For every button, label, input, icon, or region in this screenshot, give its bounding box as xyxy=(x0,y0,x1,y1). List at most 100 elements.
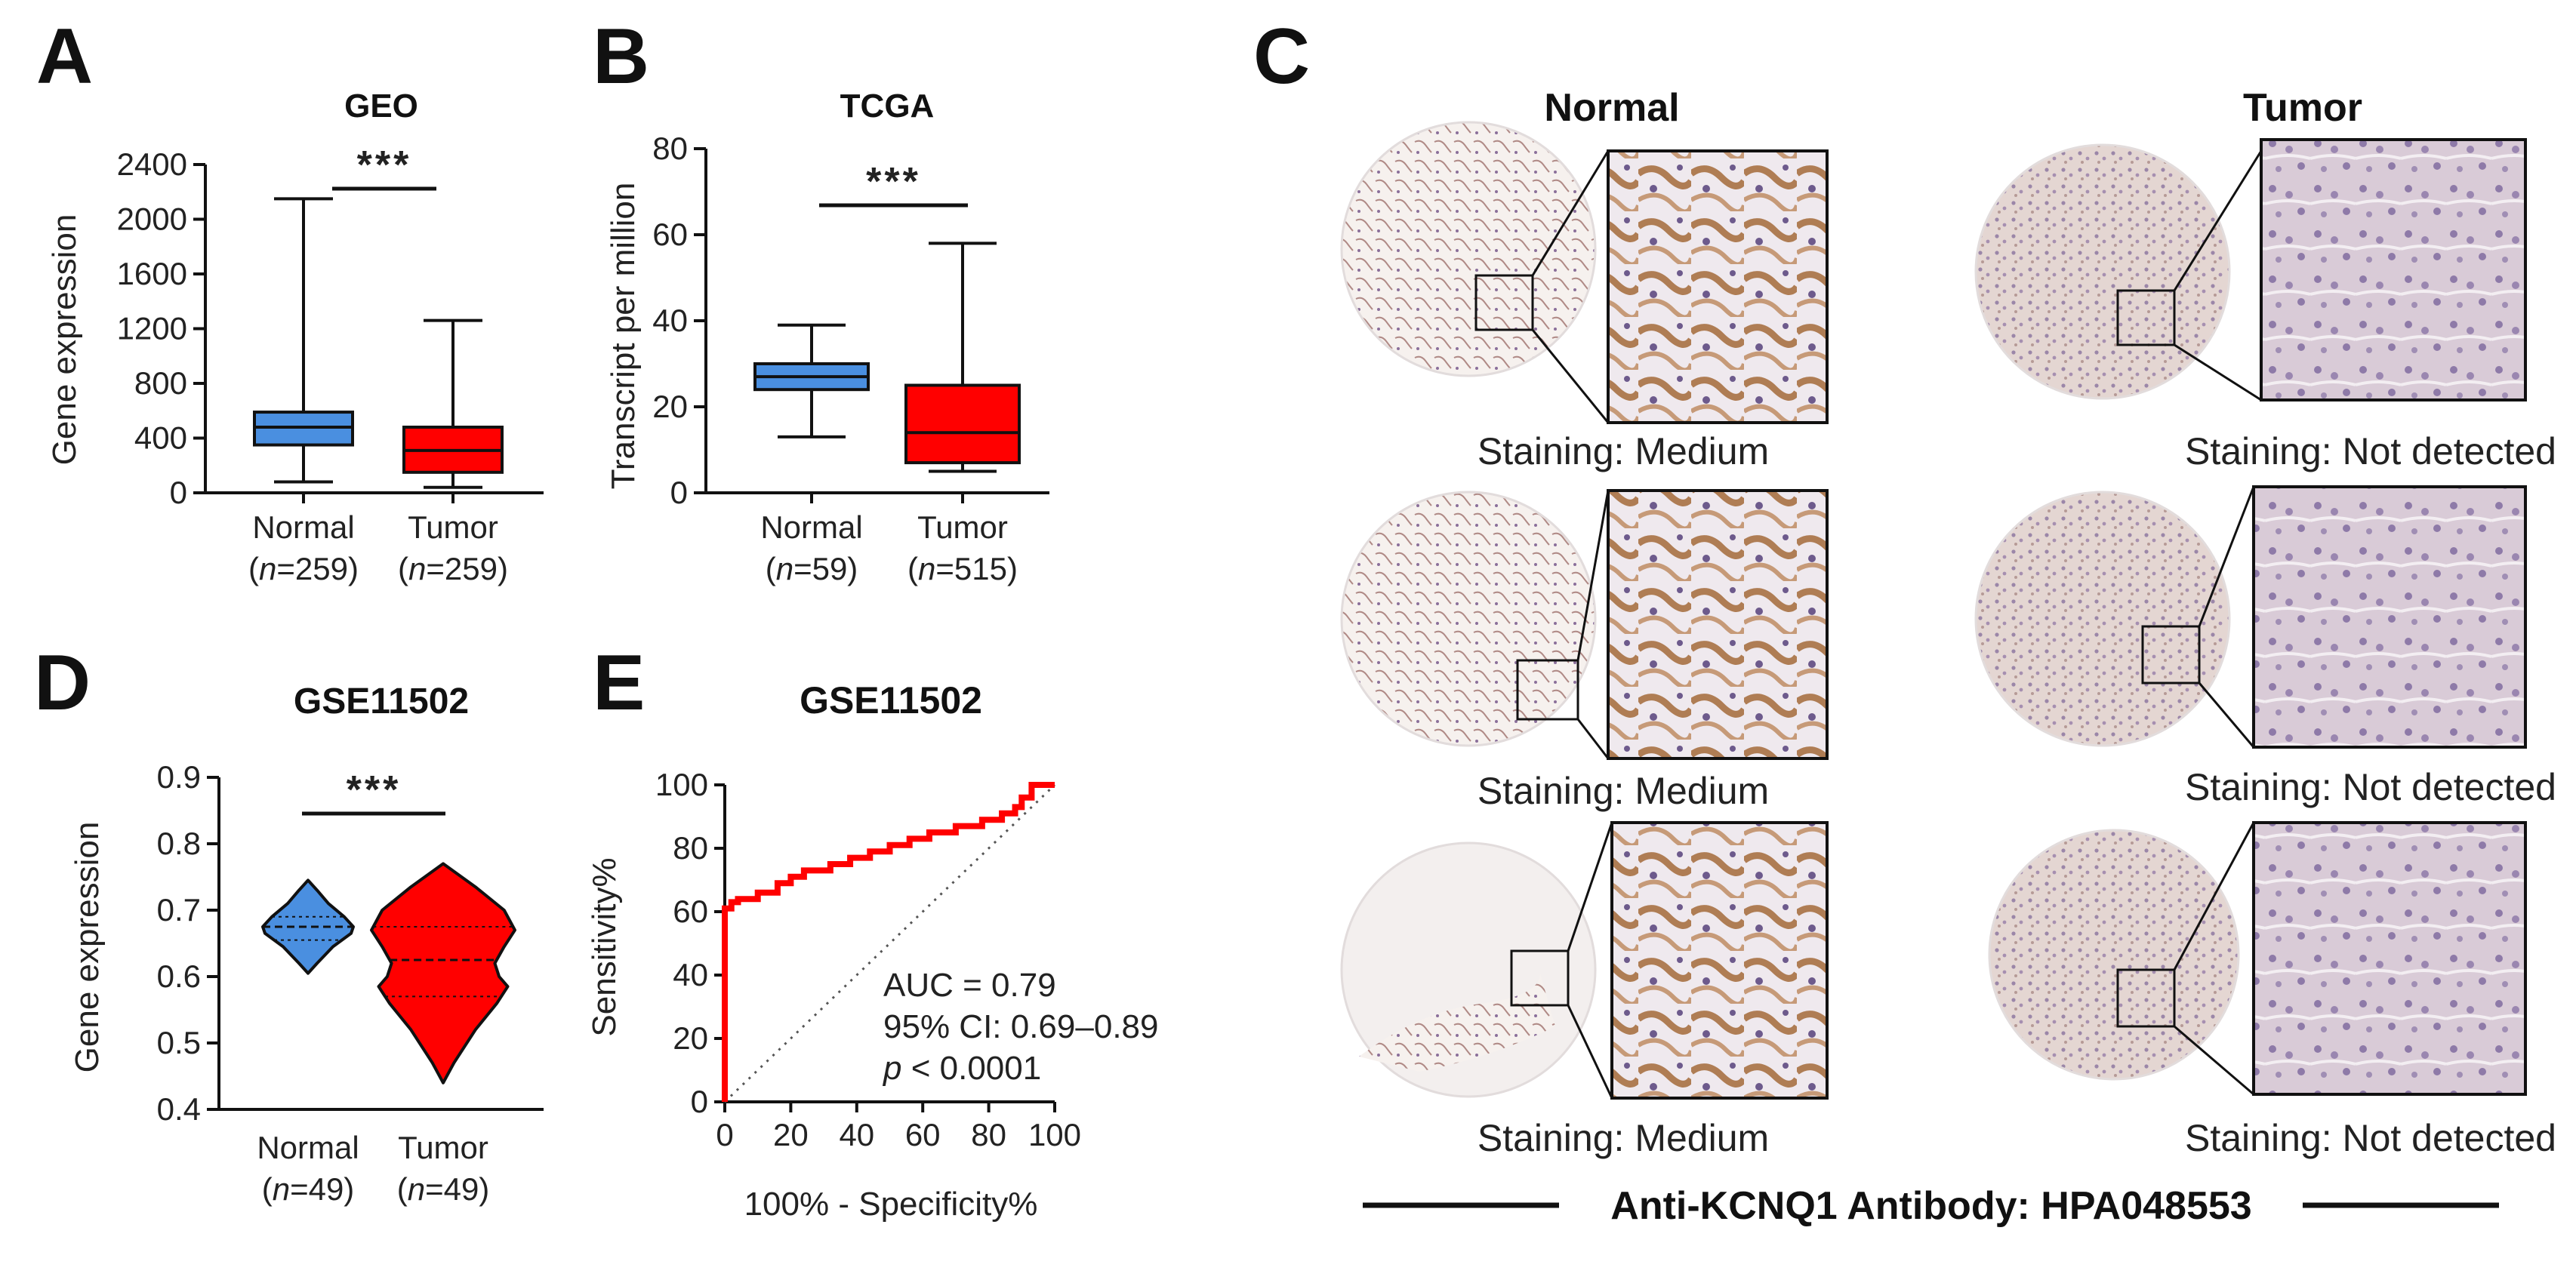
normal-tissue-core-2 xyxy=(1340,491,1597,747)
tumor-zoom-image-3 xyxy=(2252,821,2527,1096)
e-x-tick-label-0: 0 xyxy=(716,1117,733,1152)
b-y-tick-label-1: 20 xyxy=(652,389,688,424)
e-x-tick-label-4: 80 xyxy=(971,1117,1006,1152)
d-x-label-0: Normal xyxy=(257,1130,359,1165)
normal-zoom-box-1 xyxy=(1474,274,1534,331)
a-y-tick-label-4: 1600 xyxy=(117,256,187,291)
d-x-n-label-0: (n=49) xyxy=(262,1171,355,1207)
d-y-tick-label-1: 0.5 xyxy=(157,1025,201,1060)
panel-letter-b: B xyxy=(593,13,649,100)
d-x-label-1: Tumor xyxy=(398,1130,488,1165)
auc-annotation: AUC = 0.79 xyxy=(883,967,1056,1004)
a-y-tick-label-1: 400 xyxy=(134,420,187,456)
normal-zoom-image-1 xyxy=(1607,149,1829,424)
tumor-zoom-line-1b xyxy=(2174,343,2262,401)
e-x-tick-label-1: 20 xyxy=(773,1117,809,1152)
a-y-tick-label-5: 2000 xyxy=(117,202,187,237)
e-x-tick-label-5: 100 xyxy=(1028,1117,1081,1152)
chart-e: 0 20 40 60 80 100 0 20 40 60 80 100 xyxy=(655,767,1081,1152)
normal-zoom-line-1a xyxy=(1531,150,1610,276)
b-y-tick-label-0: 0 xyxy=(670,475,688,510)
a-x-label-0: Normal xyxy=(252,509,354,545)
tumor-column-header: Tumor xyxy=(2243,86,2362,130)
ihc-row-3: Staining: Medium Staining: Not detected xyxy=(1340,821,2556,1159)
d-violin-1 xyxy=(370,862,516,1084)
normal-zoom-line-1b xyxy=(1531,329,1610,423)
panel-d: D GSE11502 0.4 0.5 0.6 0.7 0.8 0.9 Normal (n=49… xyxy=(34,639,544,1207)
tumor-staining-label-1: Staining: Not detected xyxy=(2185,430,2556,472)
normal-tissue-core-1 xyxy=(1340,121,1597,377)
x-axis-label-e: 100% - Specificity% xyxy=(744,1186,1038,1223)
chart-title-d: GSE11502 xyxy=(294,681,469,721)
a-x-n-label-1: (n=259) xyxy=(398,551,508,586)
tumor-zoom-line-3a xyxy=(2173,822,2255,971)
panel-e: E GSE11502 0 20 40 60 80 100 0 20 40 60 80 100 100%… xyxy=(586,639,1158,1223)
tumor-zoom-box-3 xyxy=(2116,968,2176,1028)
tumor-tissue-core-2 xyxy=(1974,491,2231,747)
e-roc-curve xyxy=(722,782,1055,1102)
b-significance-label: *** xyxy=(866,160,921,204)
chart-title-a: GEO xyxy=(344,88,418,125)
e-x-tick-label-3: 60 xyxy=(905,1117,941,1152)
tumor-zoom-line-2a xyxy=(2198,486,2255,627)
p-value-text: < 0.0001 xyxy=(901,1050,1041,1087)
tumor-zoom-line-3b xyxy=(2174,1025,2254,1096)
panel-a: A GEO 0 400 800 1200 1600 2000 2400 Normal (n=25… xyxy=(36,13,544,586)
chart-title-b: TCGA xyxy=(840,88,935,125)
ci-annotation: 95% CI: 0.69–0.89 xyxy=(883,1008,1158,1045)
chart-a: 0 400 800 1200 1600 2000 2400 Normal (n=259) Tumo… xyxy=(117,143,544,586)
e-y-tick-label-1: 20 xyxy=(673,1020,708,1056)
tumor-tissue-core-3 xyxy=(1988,829,2240,1081)
normal-zoom-line-3b xyxy=(1567,1004,1613,1099)
b-x-n-label-1: (n=515) xyxy=(907,551,1018,586)
chart-b: 0 20 40 60 80 Normal (n=59) Tumor (n=515) *** xyxy=(652,131,1049,586)
normal-staining-label-3: Staining: Medium xyxy=(1478,1117,1769,1159)
tumor-zoom-box-2 xyxy=(2141,625,2201,685)
b-x-label-0: Normal xyxy=(760,509,862,545)
a-y-tick-label-6: 2400 xyxy=(117,146,187,182)
b-x-n-label-0: (n=59) xyxy=(766,551,858,586)
d-y-tick-label-2: 0.6 xyxy=(157,958,201,994)
y-axis-label-a: Gene expression xyxy=(46,214,83,466)
panel-b: B TCGA 0 20 40 60 80 Normal (n=59) Tumor (n=515)… xyxy=(593,13,1049,586)
tumor-zoom-line-2b xyxy=(2198,682,2255,748)
normal-zoom-box-3 xyxy=(1510,949,1570,1007)
d-significance-label: *** xyxy=(347,768,402,812)
tumor-zoom-box-1 xyxy=(2116,289,2176,346)
e-y-tick-label-0: 0 xyxy=(691,1084,708,1119)
d-y-tick-label-4: 0.8 xyxy=(157,826,201,861)
y-axis-label-e: Sensitivity% xyxy=(586,857,623,1036)
a-x-n-label-0: (n=259) xyxy=(248,551,359,586)
tumor-zoom-image-1 xyxy=(2260,138,2527,401)
e-x-tick-label-2: 40 xyxy=(839,1117,874,1152)
panel-letter-e: E xyxy=(593,639,645,727)
normal-zoom-line-2a xyxy=(1576,490,1610,661)
chart-d: 0.4 0.5 0.6 0.7 0.8 0.9 Normal (n=49) Tumor (n=49… xyxy=(157,759,544,1207)
normal-zoom-line-2b xyxy=(1576,718,1610,759)
chart-title-e: GSE11502 xyxy=(800,679,982,721)
normal-tissue-fragment-3 xyxy=(1359,974,1555,1072)
antibody-label: Anti-KCNQ1 Antibody: HPA048553 xyxy=(1610,1184,2251,1228)
d-violin-0 xyxy=(261,878,355,975)
p-value-annotation: p < 0.0001 xyxy=(882,1050,1041,1087)
normal-zoom-box-2 xyxy=(1516,659,1579,721)
a-x-label-1: Tumor xyxy=(408,509,498,545)
e-y-tick-label-3: 60 xyxy=(673,894,708,929)
b-y-tick-label-4: 80 xyxy=(652,131,688,166)
tumor-zoom-image-2 xyxy=(2252,485,2527,749)
tumor-zoom-line-1a xyxy=(2173,150,2263,291)
e-y-tick-label-4: 80 xyxy=(673,830,708,866)
panel-letter-c: C xyxy=(1253,13,1310,100)
y-axis-label-b: Transcript per million xyxy=(605,183,642,490)
e-y-tick-label-5: 100 xyxy=(655,767,708,802)
p-value-symbol: p xyxy=(882,1050,901,1087)
y-axis-label-d: Gene expression xyxy=(69,822,106,1073)
panel-letter-d: D xyxy=(34,639,91,727)
panel-letter-a: A xyxy=(36,13,93,100)
b-x-label-1: Tumor xyxy=(917,509,1008,545)
normal-zoom-line-3a xyxy=(1567,822,1613,952)
normal-zoom-image-2 xyxy=(1607,489,1829,760)
d-x-n-label-1: (n=49) xyxy=(397,1171,490,1207)
tumor-staining-label-3: Staining: Not detected xyxy=(2185,1117,2556,1159)
